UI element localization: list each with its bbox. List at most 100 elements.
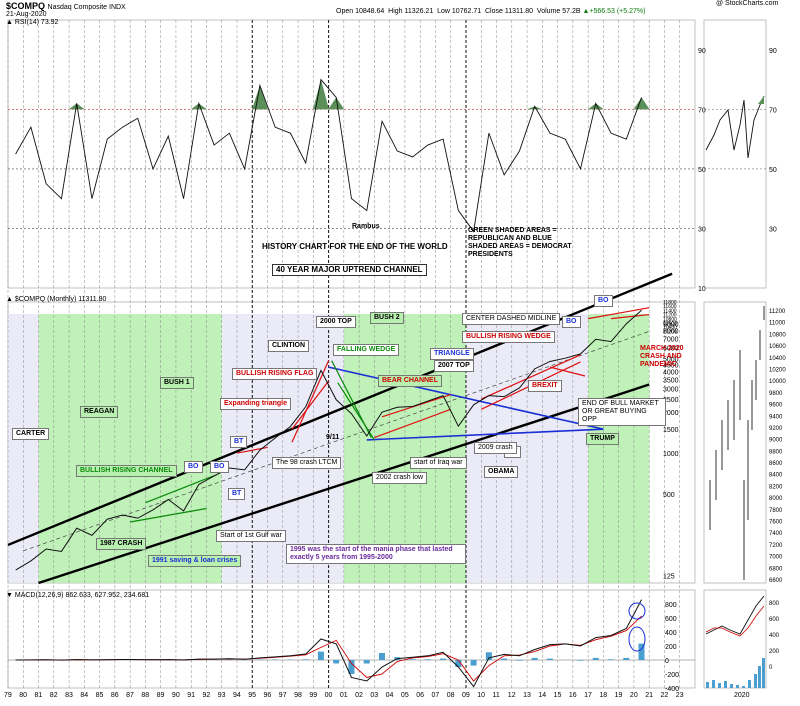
crash98-label: The 98 crash LTCM: [272, 457, 341, 469]
year-tick-label: 00: [325, 692, 333, 699]
march2020-label: MARCH 2020 CRASH AND PANDEMIC: [640, 345, 688, 369]
year-tick-label: 22: [660, 692, 668, 699]
year-tick-label: 94: [233, 692, 241, 699]
macd-histogram-bar: [608, 659, 614, 660]
macd-histogram-bar: [623, 658, 629, 660]
price-tick-label: 125: [663, 573, 675, 580]
inset-price-tick: 6600: [769, 578, 783, 584]
year-tick-label: 12: [508, 692, 516, 699]
inset-price-tick: 11000: [769, 321, 786, 327]
trump-label: TRUMP: [586, 433, 619, 445]
year-tick-label: 01: [340, 692, 348, 699]
macd-histogram-bar: [303, 659, 309, 660]
inset-year-label: 2020: [734, 692, 750, 699]
inset-price-tick: 10800: [769, 332, 786, 338]
macd-highlight-circle-1: [629, 603, 645, 619]
reagan-label: REAGAN: [80, 406, 118, 418]
macd-histogram-bar: [471, 660, 477, 666]
inset-price-tick: 7400: [769, 531, 783, 537]
crash2002-label: 2002 crash low: [372, 472, 427, 484]
midline-label: CENTER DASHED MIDLINE: [462, 313, 560, 325]
rsi-tick-label: 10: [698, 286, 706, 293]
rsi-tick-label: 70: [698, 107, 706, 114]
rsi-tick-label: 30: [698, 226, 706, 233]
inset-price-tick: 9400: [769, 414, 783, 420]
rising-flag-label: BULLISH RISING FLAG: [232, 368, 317, 380]
price-tick-label: 1000: [663, 451, 679, 458]
macd-histogram-bar: [425, 659, 431, 660]
inset-price-tick: 10200: [769, 367, 786, 373]
year-tick-label: 15: [554, 692, 562, 699]
inset-macd-tick: 800: [769, 601, 780, 607]
inset-macd-tick: 0: [769, 665, 773, 671]
inset-histogram-bar: [706, 682, 709, 688]
inset-rsi-tick: 70: [769, 107, 777, 114]
ohlc-readout: Open 10848.64 High 11326.21 Low 10762.71…: [336, 8, 645, 15]
brexit-label: BREXIT: [528, 380, 562, 392]
inset-price-tick: 8600: [769, 461, 783, 467]
rsi-tick-label: 90: [698, 48, 706, 55]
price-legend: ▲ $COMPQ (Monthly) 11311.80: [6, 296, 106, 303]
inset-rsi-tick: 50: [769, 167, 777, 174]
year-tick-label: 87: [126, 692, 134, 699]
bt-label-1: BT: [230, 436, 247, 448]
inset-rsi-tick: 30: [769, 226, 777, 233]
year-tick-label: 97: [279, 692, 287, 699]
crash1987-label: 1987 CRASH: [96, 538, 146, 550]
year-tick-label: 08: [447, 692, 455, 699]
price-tick-small: 10200: [663, 329, 677, 335]
year-tick-label: 02: [355, 692, 363, 699]
year-tick-label: 09: [462, 692, 470, 699]
macd-histogram-bar: [333, 660, 339, 664]
rsi-tick-label: 50: [698, 167, 706, 174]
year-tick-label: 16: [569, 692, 577, 699]
year-tick-label: 91: [187, 692, 195, 699]
inset-rsi-panel: [704, 20, 766, 288]
inset-macd-signal: [706, 606, 764, 636]
year-tick-label: 85: [96, 692, 104, 699]
nine-eleven-label: 9/11: [326, 434, 339, 442]
year-tick-label: 79: [4, 692, 12, 699]
inset-histogram-bar: [742, 686, 745, 688]
year-tick-label: 82: [50, 692, 58, 699]
rsi-overbought-fill: [313, 80, 329, 110]
price-tick-label: 4000: [663, 369, 679, 376]
year-tick-label: 86: [111, 692, 119, 699]
bo-label-3: BO: [562, 316, 581, 328]
inset-price-tick: 7800: [769, 508, 783, 514]
year-tick-label: 80: [19, 692, 27, 699]
watermark: @ StockCharts.com: [716, 0, 778, 7]
year-tick-label: 90: [172, 692, 180, 699]
year-tick-label: 21: [645, 692, 653, 699]
iraq-label: start of Iraq war: [410, 457, 467, 469]
mania-label: 1995 was the start of the mania phase th…: [286, 544, 466, 564]
year-tick-label: 14: [538, 692, 546, 699]
inset-rsi-tick: 90: [769, 48, 777, 55]
carter-label: CARTER: [12, 428, 49, 440]
year-tick-label: 95: [248, 692, 256, 699]
inset-histogram-bar: [736, 685, 739, 688]
gulf-war-label: Start of 1st Gulf war: [216, 530, 286, 542]
inset-price-tick: 8400: [769, 473, 783, 479]
inset-price-tick: 9800: [769, 391, 783, 397]
savings-loan-label: 1991 saving & loan crises: [148, 555, 241, 567]
inset-price-panel: [704, 302, 766, 583]
price-tick-label: 3500: [663, 377, 679, 384]
inset-price-tick: 7600: [769, 520, 783, 526]
bush2-label: BUSH 2: [370, 312, 404, 324]
macd-histogram-bar: [379, 653, 385, 660]
macd-tick-label: 400: [665, 630, 677, 637]
price-tick-label: 7000: [663, 336, 679, 343]
inset-price-tick: 10000: [769, 379, 786, 385]
inset-price-tick: 7200: [769, 543, 783, 549]
date-label: 21-Aug-2020: [6, 11, 46, 18]
macd-histogram-bar: [547, 659, 553, 660]
symbol-label: $COMPQ Nasdaq Composite INDX: [6, 1, 126, 11]
top2000-label: 2000 TOP: [316, 316, 356, 328]
year-tick-label: 98: [294, 692, 302, 699]
history-title: HISTORY CHART FOR THE END OF THE WORLD: [262, 243, 448, 251]
party-legend: GREEN SHADED AREAS = REPUBLICAN AND BLUE…: [468, 227, 580, 259]
macd-histogram-bar: [318, 652, 324, 660]
obama-label: OBAMA: [484, 466, 518, 478]
